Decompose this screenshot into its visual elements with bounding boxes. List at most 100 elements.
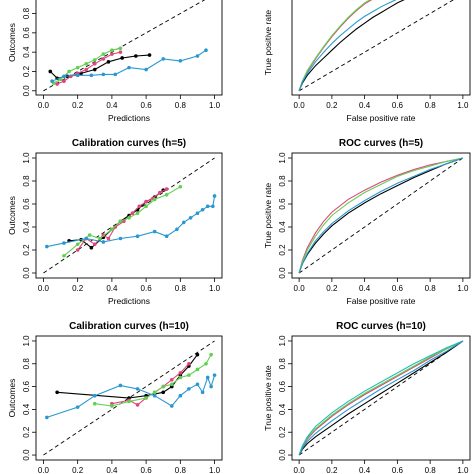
panel-title: Calibration curves (h=5): [72, 138, 186, 149]
data-point-green: [187, 373, 191, 377]
y-tick-label: 0.6: [278, 380, 287, 392]
series-line-black: [298, 0, 405, 92]
data-point-blue: [181, 220, 186, 225]
data-point-green: [204, 361, 208, 366]
data-point-green: [135, 211, 140, 215]
data-point-green: [98, 236, 102, 241]
data-point-red: [135, 403, 140, 407]
data-point-blue: [127, 65, 131, 70]
data-point-blue: [204, 48, 208, 53]
y-tick-label: 0.4: [22, 46, 31, 58]
data-point-red: [178, 371, 183, 375]
x-tick-label: 0.2: [72, 284, 84, 293]
y-tick-label: 0.0: [22, 85, 31, 97]
data-point-green: [92, 401, 97, 406]
chart-panel-3: 0.0 0.2 0.4 0.6 0.8 1.0 0.0 0.2 0.4 0.6 0.8 1.0 ROC …: [263, 138, 471, 306]
data-point-blue: [152, 229, 157, 234]
plot-frame: [291, 152, 471, 279]
data-point-blue: [169, 404, 174, 408]
x-tick-label: 1.0: [457, 284, 469, 293]
data-point-green: [110, 404, 114, 408]
y-axis-label: Outcomes: [7, 23, 17, 62]
data-point-blue: [45, 415, 49, 420]
data-point-red: [75, 248, 80, 252]
x-tick-label: 0.2: [326, 466, 338, 474]
x-axis-label: False positive rate: [347, 296, 416, 306]
x-tick-label: 0.0: [38, 466, 50, 474]
data-point-blue: [205, 204, 210, 209]
series-line-red: [298, 157, 464, 274]
data-point-blue: [212, 373, 217, 377]
data-point-black: [147, 53, 152, 57]
x-tick-label: 0.4: [106, 284, 118, 293]
data-point-blue: [84, 236, 89, 241]
data-point-blue: [188, 216, 193, 220]
x-axis-label: False positive rate: [347, 113, 416, 123]
x-tick-label: 0.8: [425, 284, 437, 293]
data-point-blue: [205, 375, 210, 380]
plot-frame: [35, 335, 223, 461]
data-point-green: [75, 242, 80, 247]
data-point-blue: [118, 236, 123, 241]
data-point-blue: [50, 79, 54, 83]
x-tick-label: 0.0: [294, 101, 306, 110]
y-tick-label: 1.0: [22, 335, 31, 347]
data-point-blue: [195, 382, 200, 387]
data-point-red: [187, 361, 191, 366]
diagonal-reference-line: [43, 0, 206, 92]
data-point-green: [110, 227, 114, 232]
x-tick-label: 1.0: [209, 101, 221, 110]
data-point-black: [195, 352, 200, 357]
series-line-blue: [46, 375, 216, 418]
data-point-red: [55, 82, 59, 86]
data-point-red: [137, 204, 142, 209]
y-tick-label: 0.2: [22, 426, 31, 438]
data-point-green: [127, 216, 131, 220]
series-line-blue: [298, 157, 464, 274]
y-tick-label: 0.6: [278, 198, 287, 210]
data-point-blue: [211, 204, 215, 209]
series-line-red: [298, 340, 464, 456]
panel-title: ROC curves (h=5): [339, 138, 423, 149]
x-tick-label: 0.2: [326, 284, 338, 293]
y-tick-label: 0.8: [278, 358, 287, 370]
x-tick-label: 1.0: [457, 466, 469, 474]
plot-frame: [35, 0, 223, 96]
data-point-green: [178, 375, 183, 380]
data-point-green: [169, 382, 174, 387]
diagonal-reference-line: [298, 340, 464, 456]
x-tick-label: 0.4: [359, 101, 371, 110]
data-point-green: [195, 367, 200, 372]
x-axis-label: Predictions: [108, 113, 150, 123]
y-tick-label: 0.2: [22, 244, 31, 256]
data-point-blue: [209, 384, 213, 389]
y-tick-label: 0.4: [22, 403, 31, 415]
series-line-red: [56, 51, 121, 85]
data-point-green: [84, 61, 89, 66]
y-tick-label: 0.0: [22, 449, 31, 461]
plot-frame: [291, 335, 471, 461]
y-tick-label: 0.6: [22, 198, 31, 210]
data-point-black: [161, 390, 166, 395]
series-line-blue: [51, 49, 207, 82]
data-point-blue: [195, 211, 200, 215]
x-tick-label: 0.0: [294, 284, 306, 293]
x-tick-label: 0.0: [294, 466, 306, 474]
x-tick-label: 0.6: [392, 466, 404, 474]
series-line-blue: [298, 340, 464, 456]
x-tick-label: 0.8: [425, 101, 437, 110]
data-point-blue: [175, 227, 179, 232]
diagonal-reference-line: [298, 0, 454, 92]
data-point-blue: [195, 54, 200, 58]
data-point-blue: [178, 393, 183, 398]
x-tick-label: 0.4: [359, 466, 371, 474]
y-tick-label: 0.2: [278, 244, 287, 256]
y-tick-label: 0.0: [278, 267, 287, 279]
series-line-green: [63, 186, 181, 257]
x-tick-label: 0.2: [326, 101, 338, 110]
x-tick-label: 0.0: [38, 284, 50, 293]
data-point-green: [118, 219, 123, 224]
series-line-green: [298, 157, 464, 274]
y-tick-label: 0.4: [278, 221, 287, 233]
